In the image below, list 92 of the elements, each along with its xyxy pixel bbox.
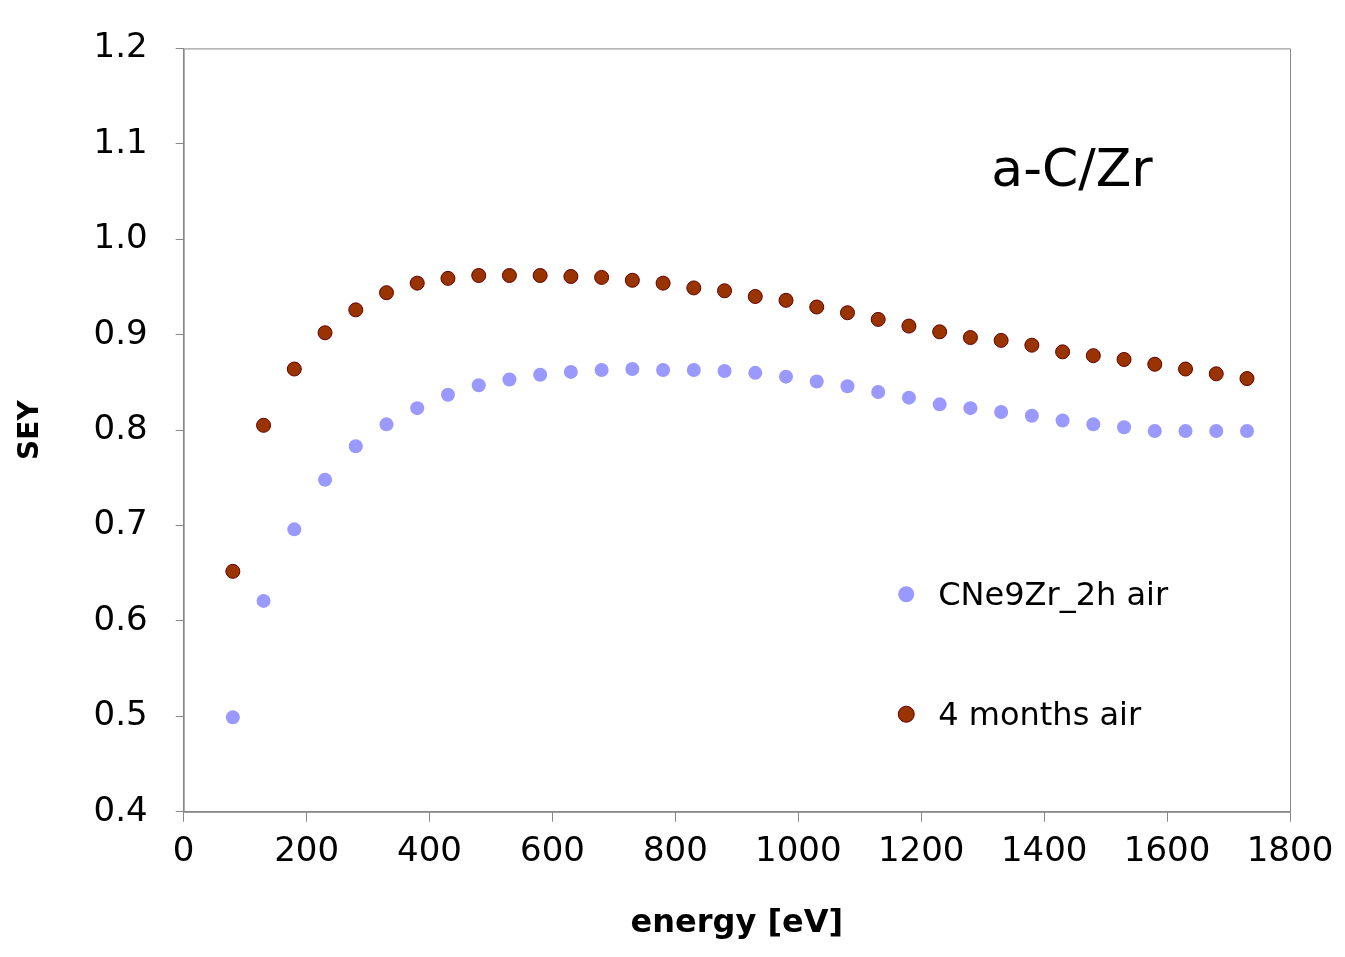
point xyxy=(1116,351,1132,367)
point xyxy=(563,268,579,284)
x-tick-label: 0 xyxy=(172,829,195,870)
x-tick-label: 1600 xyxy=(1123,829,1211,870)
point xyxy=(471,378,486,393)
point xyxy=(779,369,794,384)
point xyxy=(1117,420,1132,435)
point xyxy=(839,305,855,321)
point xyxy=(840,379,855,394)
point xyxy=(1055,413,1070,428)
point xyxy=(871,384,886,399)
point xyxy=(440,387,455,402)
point xyxy=(286,361,302,377)
annotation: a-C/Zr xyxy=(991,138,1154,199)
point xyxy=(901,390,916,405)
x-tick-label: 1400 xyxy=(1000,829,1088,870)
point xyxy=(1239,424,1254,439)
point xyxy=(624,272,640,288)
point xyxy=(225,563,241,579)
point xyxy=(379,417,394,432)
point xyxy=(1209,424,1224,439)
legend-label: 4 months air xyxy=(938,694,1142,733)
point xyxy=(809,299,825,315)
point xyxy=(1208,366,1224,382)
point xyxy=(1085,348,1101,364)
y-tick-label: 0.9 xyxy=(93,311,148,352)
point xyxy=(1239,371,1255,387)
point xyxy=(533,367,548,382)
point xyxy=(1086,417,1101,432)
point xyxy=(594,269,610,285)
y-tick-label: 0.7 xyxy=(93,502,148,543)
point xyxy=(256,593,271,608)
point xyxy=(748,365,763,380)
point xyxy=(409,275,425,291)
point xyxy=(932,324,948,340)
y-tick-label: 0.5 xyxy=(93,693,148,734)
y-tick-label: 1.2 xyxy=(93,25,148,66)
x-tick-label: 800 xyxy=(642,829,708,870)
point xyxy=(256,417,272,433)
point xyxy=(1147,356,1163,372)
point xyxy=(655,275,671,291)
point xyxy=(594,362,609,377)
x-tick-label: 200 xyxy=(274,829,340,870)
y-tick-label: 1.1 xyxy=(93,120,148,161)
point xyxy=(717,283,733,299)
x-tick-label: 400 xyxy=(397,829,462,870)
point xyxy=(1178,361,1194,377)
point xyxy=(471,268,487,284)
point xyxy=(932,397,947,412)
point xyxy=(993,332,1009,348)
point xyxy=(1024,337,1040,353)
point xyxy=(501,268,517,284)
point xyxy=(625,362,640,377)
y-tick-label: 0.6 xyxy=(93,597,148,638)
point xyxy=(901,318,917,334)
point xyxy=(532,268,548,284)
point xyxy=(809,374,824,389)
point xyxy=(994,404,1009,419)
point xyxy=(870,311,886,327)
point xyxy=(1055,344,1071,360)
legend-label: CNe9Zr_2h air xyxy=(938,574,1169,613)
point xyxy=(348,302,364,318)
x-tick-label: 1200 xyxy=(877,829,965,870)
y-tick-label: 1.0 xyxy=(93,216,148,257)
x-tick-label: 1800 xyxy=(1246,829,1334,870)
y-axis-title: SEY xyxy=(12,399,46,460)
point xyxy=(317,325,333,341)
x-axis-title: energy [eV] xyxy=(630,902,844,941)
x-tick-label: 600 xyxy=(519,829,585,870)
point xyxy=(348,439,363,454)
point xyxy=(1147,424,1162,439)
point xyxy=(225,710,240,725)
point xyxy=(440,270,456,286)
point xyxy=(747,289,763,305)
point xyxy=(656,362,671,377)
point xyxy=(563,364,578,379)
y-tick-label: 0.8 xyxy=(93,406,148,447)
point xyxy=(963,401,978,416)
point xyxy=(686,362,701,377)
point xyxy=(379,285,394,301)
y-tick-label: 0.4 xyxy=(93,788,148,829)
point xyxy=(686,280,702,296)
x-tick-label: 1000 xyxy=(755,829,842,870)
point xyxy=(287,522,302,537)
point xyxy=(410,401,425,416)
point xyxy=(717,363,732,378)
point xyxy=(962,330,978,346)
point xyxy=(1178,424,1193,439)
point xyxy=(502,372,517,387)
point xyxy=(1024,408,1039,423)
point xyxy=(778,292,794,308)
point xyxy=(318,472,333,487)
